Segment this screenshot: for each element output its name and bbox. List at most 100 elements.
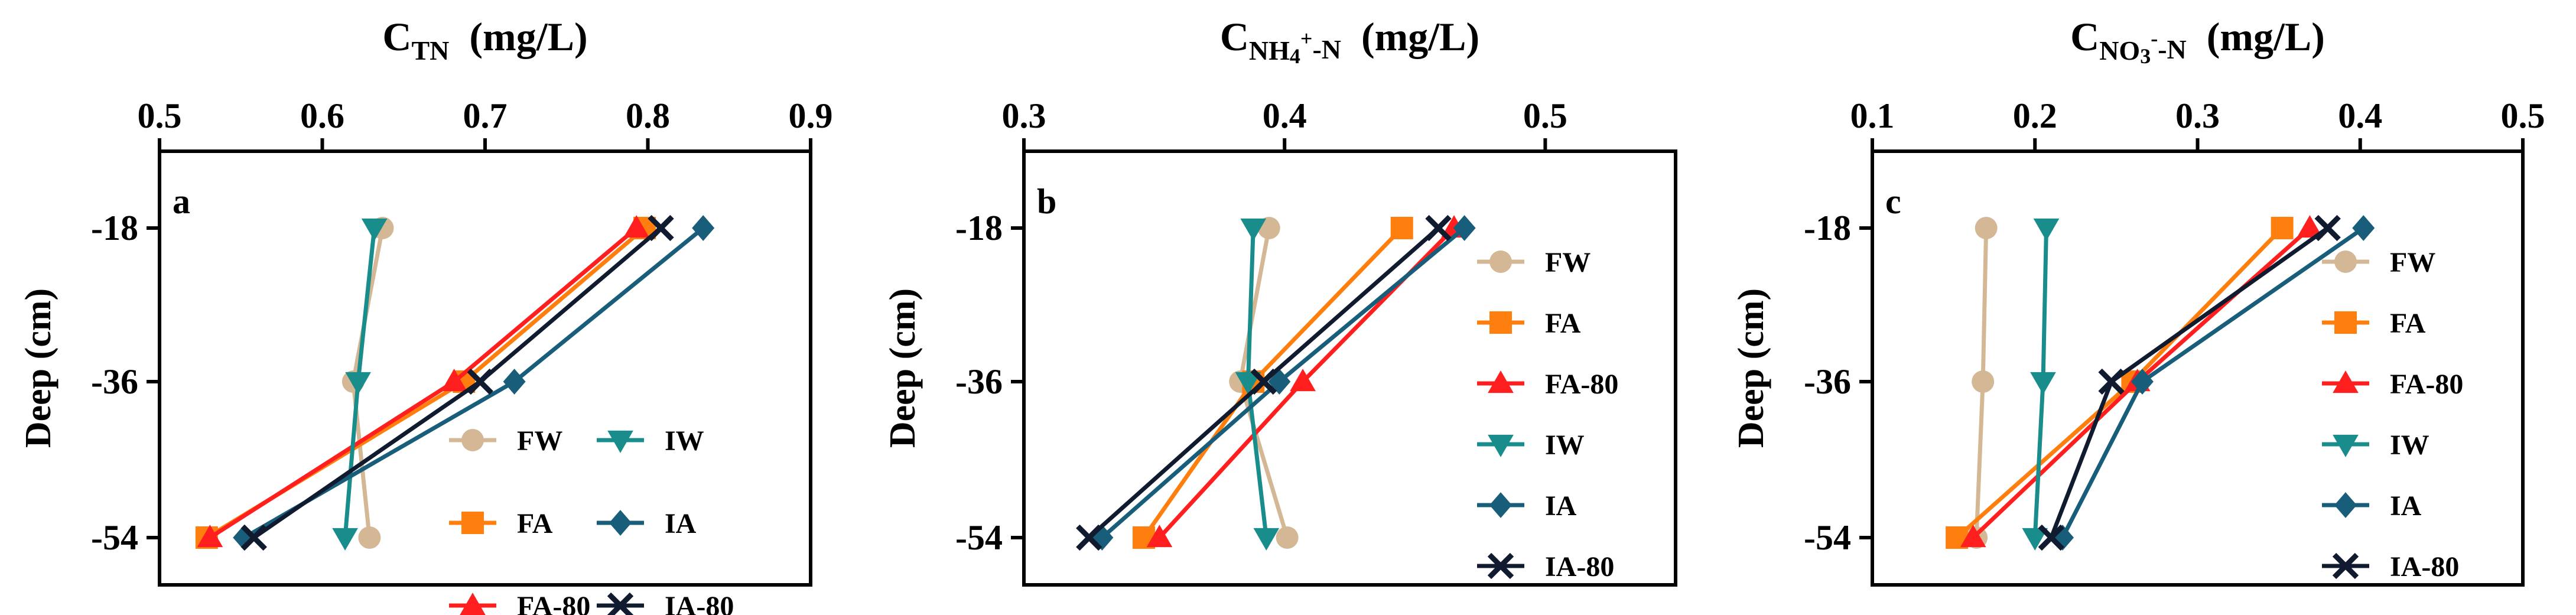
plot-frame xyxy=(158,149,812,587)
legend-label: IA xyxy=(2390,490,2422,522)
series-line xyxy=(1955,226,2284,539)
y-tick-label: -54 xyxy=(955,518,1003,557)
legend-marker xyxy=(2334,492,2357,518)
data-point xyxy=(2033,218,2060,241)
legend-marker xyxy=(2334,311,2357,334)
legend-marker xyxy=(2334,250,2357,273)
legend-label: IA-80 xyxy=(1545,551,1614,583)
x-tick-label: 0.5 xyxy=(1523,96,1567,135)
y-tick-label: -36 xyxy=(91,362,138,401)
legend-item-fa-80: FA-80 xyxy=(1477,369,1618,400)
legend-item-fw: FW xyxy=(449,425,562,457)
legend-item-ia: IA xyxy=(2322,490,2422,522)
data-point xyxy=(467,368,493,395)
legend-item-ia: IA xyxy=(597,508,697,539)
y-tick-label: -18 xyxy=(91,209,138,248)
legend-item-ia-80: IA-80 xyxy=(597,591,734,615)
legend: FW FA FA-80 IW IA IA-80 xyxy=(1477,247,1618,583)
legend-label: FW xyxy=(517,425,562,457)
panel-a: CTN (mg/L) 0.5 0.6 0.7 0.8 0.9 -18 -36 -54 Deep (… xyxy=(18,14,833,615)
panel-b: CNH4+-N (mg/L) 0.3 0.4 0.5 -18 -36 -54 Deep (cm… xyxy=(883,14,1677,587)
data-point xyxy=(2098,368,2125,395)
x-tick-label: 0.4 xyxy=(2338,96,2382,135)
y-tick-label: -36 xyxy=(955,362,1003,401)
legend-item-iw: IW xyxy=(1477,429,1585,461)
legend-item-fa: FA xyxy=(1477,308,1581,339)
legend: FW FA FA-80 IW IA IA-80 xyxy=(449,425,734,615)
panel-letter: a xyxy=(173,182,190,221)
legend-label: FA xyxy=(517,508,553,539)
legend-item-fa-80: FA-80 xyxy=(2322,369,2463,400)
series-fa xyxy=(195,217,656,549)
legend-marker xyxy=(1489,250,1512,273)
data-point xyxy=(1972,370,1995,393)
x-tick-label: 0.1 xyxy=(1850,96,1895,135)
legend-marker xyxy=(2333,434,2359,457)
data-point xyxy=(1240,218,1267,241)
series-ia xyxy=(1091,215,1476,551)
data-point xyxy=(361,218,388,241)
legend-label: IW xyxy=(665,425,704,457)
data-point xyxy=(358,526,381,549)
panel-title: CNO3--N (mg/L) xyxy=(2070,14,2325,68)
x-tick-label: 0.3 xyxy=(2175,96,2220,135)
x-tick-label: 0.3 xyxy=(1002,96,1046,135)
legend-item-ia-80: IA-80 xyxy=(1477,551,1614,583)
x-tick-label: 0.9 xyxy=(789,96,833,135)
data-point xyxy=(1390,217,1413,239)
data-point xyxy=(2030,372,2056,395)
series-fa-80 xyxy=(197,215,650,548)
legend-marker xyxy=(460,593,486,615)
legend-marker xyxy=(1488,370,1514,393)
series-fw xyxy=(1965,217,1998,549)
legend-label: FA-80 xyxy=(2390,369,2463,400)
data-point xyxy=(2038,524,2064,551)
data-point xyxy=(2352,215,2375,241)
legend-item-iw: IW xyxy=(2322,429,2429,461)
legend-item-fw: FW xyxy=(2322,247,2435,278)
legend: FW FA FA-80 IW IA IA-80 xyxy=(2322,247,2463,583)
legend-item-fw: FW xyxy=(1477,247,1591,278)
series-ia-80 xyxy=(1076,214,1452,551)
data-point xyxy=(1960,525,1986,548)
series-ia-80 xyxy=(2038,214,2341,551)
panel-c: CNO3--N (mg/L) 0.1 0.2 0.3 0.4 0.5 -18 -36 -54 De… xyxy=(1731,14,2545,587)
legend-item-fa: FA xyxy=(2322,308,2426,339)
legend-marker xyxy=(2332,552,2359,580)
data-point xyxy=(345,372,371,395)
legend-marker xyxy=(1489,311,1512,334)
data-point xyxy=(503,369,526,395)
data-point xyxy=(1253,528,1280,551)
legend-item-ia: IA xyxy=(1477,490,1577,522)
panel-title: CNH4+-N (mg/L) xyxy=(1220,14,1479,68)
legend-marker xyxy=(1487,552,1514,580)
legend-marker xyxy=(607,592,634,615)
legend-label: FA-80 xyxy=(1545,369,1618,400)
series-line xyxy=(209,226,638,539)
data-point xyxy=(692,215,715,241)
x-tick-label: 0.5 xyxy=(138,96,182,135)
series-fa xyxy=(1946,217,2294,549)
x-tick-label: 0.8 xyxy=(626,96,670,135)
series-ia xyxy=(233,215,715,551)
y-tick-label: -18 xyxy=(1804,209,1851,248)
data-point xyxy=(2131,369,2154,395)
series-line xyxy=(2049,226,2329,539)
y-tick-label: -18 xyxy=(955,209,1003,248)
data-point xyxy=(240,524,267,551)
data-point xyxy=(1290,369,1316,392)
legend-label: IW xyxy=(2390,429,2429,461)
legend-label: IA xyxy=(1545,490,1577,522)
y-axis-label: Deep (cm) xyxy=(883,288,923,448)
plot-frame xyxy=(1871,149,2525,587)
legend-label: IW xyxy=(1545,429,1585,461)
y-tick-label: -54 xyxy=(1804,518,1851,557)
series-iw xyxy=(1235,218,1280,551)
data-point xyxy=(441,369,467,392)
y-tick-label: -36 xyxy=(1804,362,1851,401)
data-point xyxy=(2022,528,2048,551)
y-tick-label: -54 xyxy=(91,518,138,557)
legend-marker xyxy=(1489,492,1512,518)
legend-label: IA-80 xyxy=(665,591,734,615)
